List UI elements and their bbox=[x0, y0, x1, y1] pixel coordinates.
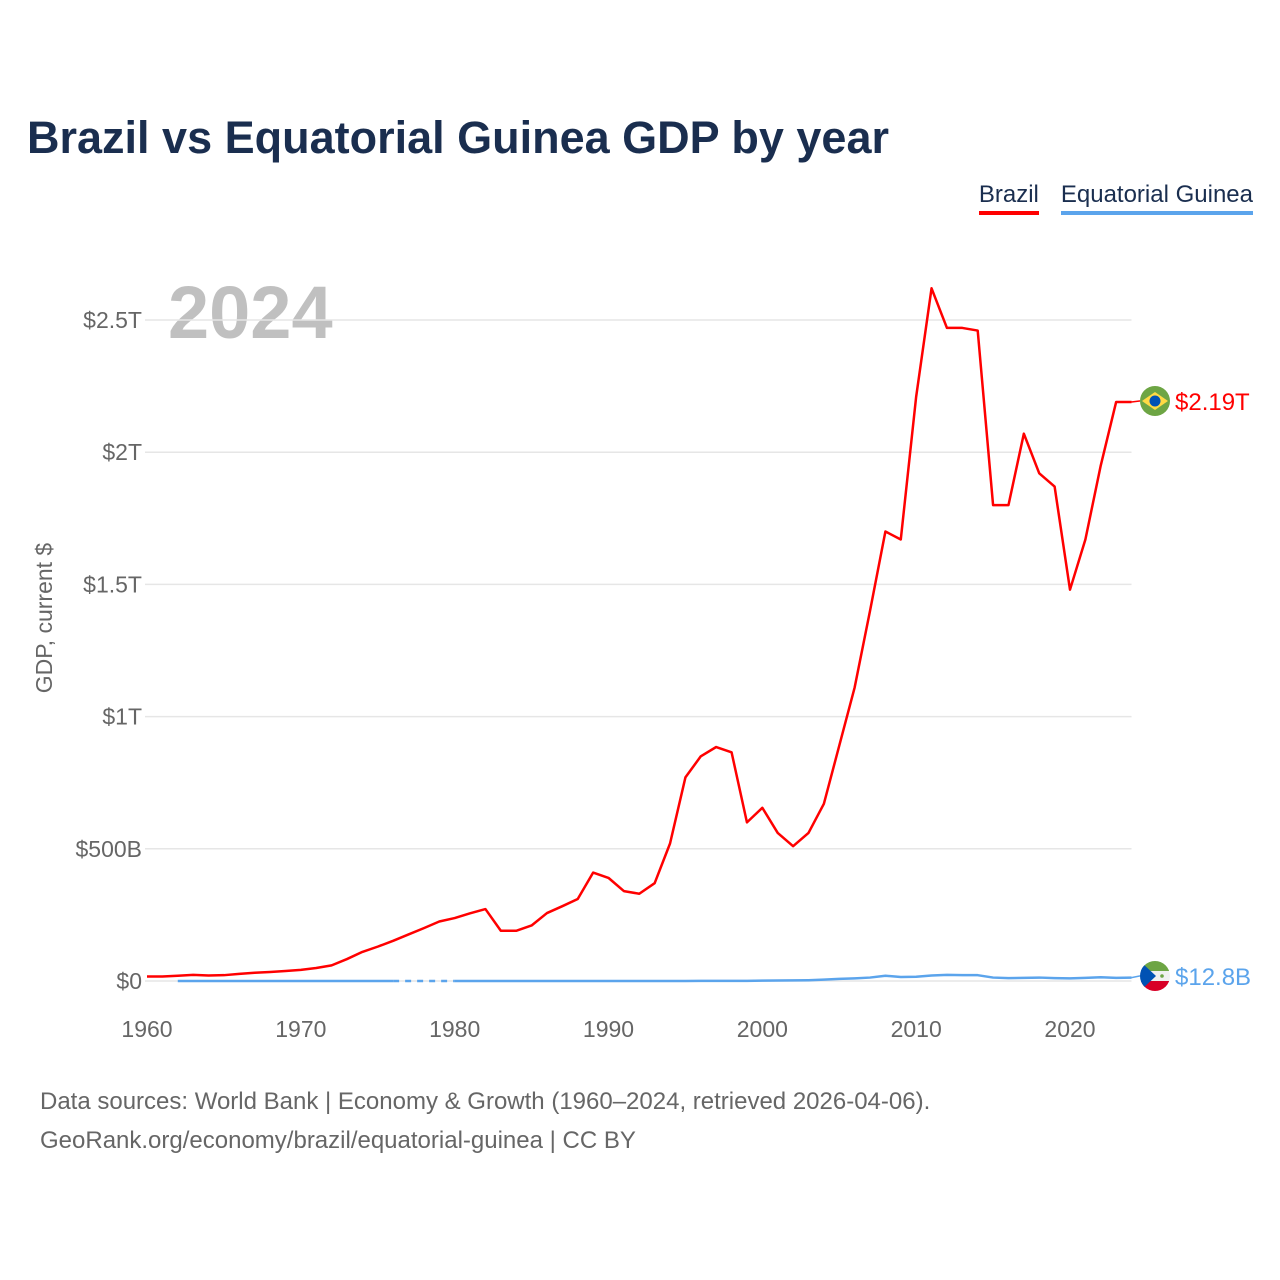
footer-link[interactable]: GeoRank.org/economy/brazil/equatorial-gu… bbox=[40, 1127, 636, 1154]
equatorial-guinea-flag-icon bbox=[1140, 961, 1170, 991]
y-tick-label: $2.5T bbox=[83, 307, 142, 333]
end-value-label: $12.8B bbox=[1175, 964, 1251, 991]
series-line-equatorial-guinea bbox=[454, 973, 1132, 983]
y-tick-label: $0 bbox=[116, 968, 142, 994]
y-axis-label: GDP, current $ bbox=[31, 543, 57, 694]
flag-triangle bbox=[1140, 961, 1156, 991]
x-tick-label: 1980 bbox=[429, 1016, 480, 1042]
brazil-flag-icon bbox=[1140, 386, 1170, 416]
flag-red bbox=[1140, 981, 1170, 991]
footer-sources: Data sources: World Bank | Economy & Gro… bbox=[40, 1088, 931, 1115]
y-tick-label: $1T bbox=[102, 704, 142, 730]
x-tick-label: 2020 bbox=[1044, 1016, 1095, 1042]
series-line-brazil bbox=[147, 287, 1132, 978]
y-tick-label: $500B bbox=[75, 836, 142, 862]
footer: Data sources: World Bank | Economy & Gro… bbox=[40, 1082, 930, 1160]
y-tick-label: $1.5T bbox=[83, 571, 142, 597]
x-tick-label: 1990 bbox=[583, 1016, 634, 1042]
flag-globe bbox=[1149, 395, 1161, 407]
end-value-label: $2.19T bbox=[1175, 389, 1250, 416]
legend: Brazil Equatorial Guinea bbox=[978, 181, 1253, 215]
y-tick-label: $2T bbox=[102, 439, 142, 465]
leader-line bbox=[1131, 975, 1140, 979]
x-tick-label: 2010 bbox=[891, 1016, 942, 1042]
flag-emblem bbox=[1160, 974, 1164, 978]
x-tick-label: 1970 bbox=[275, 1016, 326, 1042]
flag-green bbox=[1140, 961, 1170, 971]
year-watermark: 2024 bbox=[168, 271, 333, 354]
x-tick-label: 1960 bbox=[121, 1016, 172, 1042]
x-tick-label: 2000 bbox=[737, 1016, 788, 1042]
leader-line bbox=[1131, 400, 1140, 403]
legend-item-brazil[interactable]: Brazil bbox=[978, 181, 1039, 215]
flag-body bbox=[1140, 961, 1170, 991]
legend-item-equatorial-guinea[interactable]: Equatorial Guinea bbox=[1060, 181, 1253, 215]
chart-title: Brazil vs Equatorial Guinea GDP by year bbox=[27, 112, 889, 163]
